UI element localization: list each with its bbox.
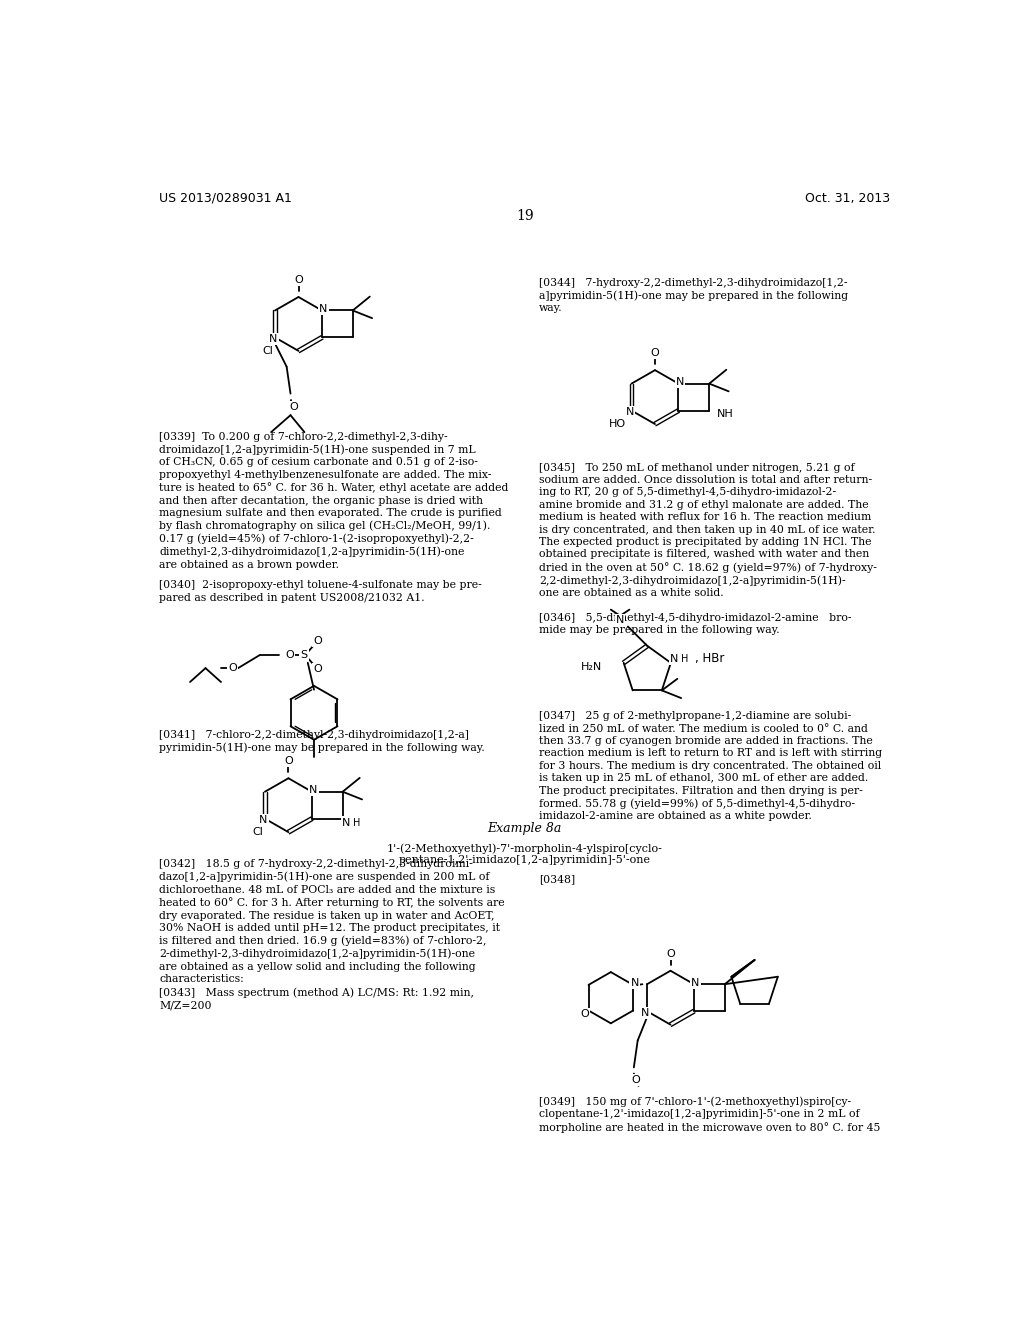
Text: Cl: Cl [253, 828, 263, 837]
Text: N: N [616, 615, 625, 626]
Text: H₂N: H₂N [581, 661, 602, 672]
Text: O: O [313, 636, 323, 647]
Text: [0344]   7-hydroxy-2,2-dimethyl-2,3-dihydroimidazo[1,2-
a]pyrimidin-5(1H)-one ma: [0344] 7-hydroxy-2,2-dimethyl-2,3-dihydr… [539, 277, 848, 313]
Text: Oct. 31, 2013: Oct. 31, 2013 [806, 191, 891, 205]
Text: N: N [259, 816, 267, 825]
Text: H: H [681, 653, 688, 664]
Text: N: N [676, 378, 684, 387]
Text: [0339]  To 0.200 g of 7-chloro-2,2-dimethyl-2,3-dihy-
droimidazo[1,2-a]pyrimidin: [0339] To 0.200 g of 7-chloro-2,2-dimeth… [159, 432, 508, 570]
Text: HO: HO [608, 418, 626, 429]
Text: H: H [353, 817, 360, 828]
Text: 1'-(2-Methoxyethyl)-7'-morpholin-4-ylspiro[cyclo-: 1'-(2-Methoxyethyl)-7'-morpholin-4-ylspi… [387, 843, 663, 854]
Text: [0341]   7-chloro-2,2-dimethyl-2,3-dihydroimidazo[1,2-a]
pyrimidin-5(1H)-one may: [0341] 7-chloro-2,2-dimethyl-2,3-dihydro… [159, 730, 484, 752]
Text: Cl: Cl [263, 346, 273, 356]
Text: pentane-1,2'-imidazo[1,2-a]pyrimidin]-5'-one: pentane-1,2'-imidazo[1,2-a]pyrimidin]-5'… [398, 855, 651, 865]
Text: [0348]: [0348] [539, 874, 574, 884]
Text: N: N [671, 653, 679, 664]
Text: N: N [269, 334, 278, 345]
Text: O: O [650, 348, 659, 358]
Text: O: O [632, 1074, 641, 1085]
Text: , HBr: , HBr [695, 652, 725, 665]
Text: [0346]   5,5-dimethyl-4,5-dihydro-imidazol-2-amine   bro-
mide may be prepared i: [0346] 5,5-dimethyl-4,5-dihydro-imidazol… [539, 612, 851, 635]
Text: [0343]   Mass spectrum (method A) LC/MS: Rt: 1.92 min,
M/Z=200: [0343] Mass spectrum (method A) LC/MS: R… [159, 987, 474, 1011]
Text: O: O [313, 664, 323, 675]
Text: N: N [342, 817, 350, 828]
Text: N: N [631, 978, 639, 989]
Text: S: S [300, 649, 307, 660]
Text: N: N [309, 785, 317, 795]
Text: O: O [284, 756, 293, 767]
Text: N: N [691, 978, 699, 987]
Text: US 2013/0289031 A1: US 2013/0289031 A1 [159, 191, 292, 205]
Text: [0340]  2-isopropoxy-ethyl toluene-4-sulfonate may be pre-
pared as described in: [0340] 2-isopropoxy-ethyl toluene-4-sulf… [159, 581, 481, 603]
Text: O: O [289, 403, 298, 412]
Text: [0342]   18.5 g of 7-hydroxy-2,2-dimethyl-2,3-dihydroimi-
dazo[1,2-a]pyrimidin-5: [0342] 18.5 g of 7-hydroxy-2,2-dimethyl-… [159, 859, 505, 983]
Text: N: N [641, 1007, 649, 1018]
Text: 19: 19 [516, 209, 534, 223]
Text: O: O [581, 1010, 589, 1019]
Text: O: O [294, 275, 303, 285]
Text: [0347]   25 g of 2-methylpropane-1,2-diamine are solubi-
lized in 250 mL of wate: [0347] 25 g of 2-methylpropane-1,2-diami… [539, 711, 882, 821]
Text: O: O [667, 949, 675, 958]
Text: [0349]   150 mg of 7'-chloro-1'-(2-methoxyethyl)spiro[cy-
clopentane-1,2'-imidaz: [0349] 150 mg of 7'-chloro-1'-(2-methoxy… [539, 1096, 880, 1133]
Text: N: N [319, 304, 328, 314]
Text: O: O [228, 663, 237, 673]
Text: N: N [626, 407, 634, 417]
Text: [0345]   To 250 mL of methanol under nitrogen, 5.21 g of
sodium are added. Once : [0345] To 250 mL of methanol under nitro… [539, 462, 877, 598]
Text: O: O [286, 649, 294, 660]
Text: NH: NH [717, 409, 734, 420]
Text: Example 8a: Example 8a [487, 822, 562, 834]
